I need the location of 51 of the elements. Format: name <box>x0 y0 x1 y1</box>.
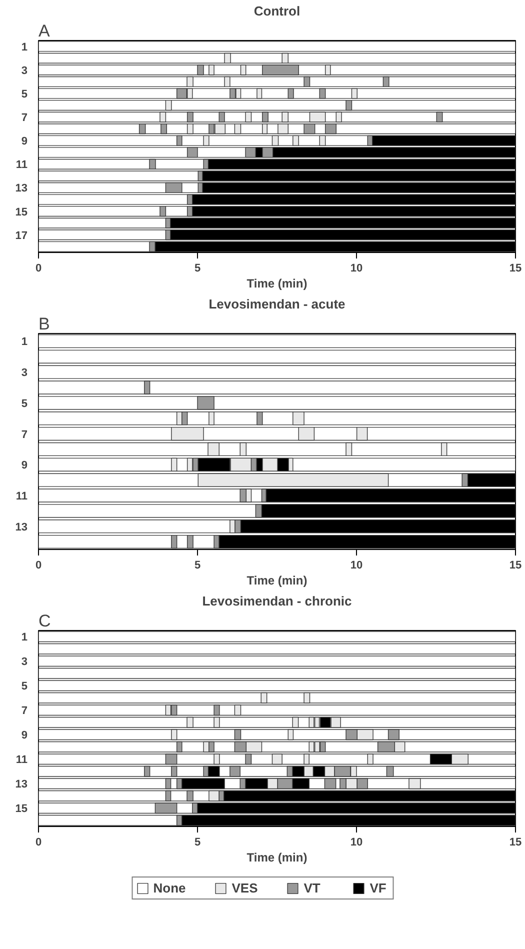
y-tick-label: 3 <box>21 367 28 380</box>
x-tick-label: 10 <box>350 836 363 848</box>
x-tick-label: 0 <box>35 836 42 848</box>
x-tick-label: 15 <box>509 560 522 572</box>
y-tick-label: 1 <box>21 632 28 644</box>
chart-title: Levosimendan - chronic <box>202 594 352 608</box>
y-tick-label: 11 <box>16 754 28 766</box>
y-tick-label: 7 <box>21 112 28 124</box>
legend-label: VT <box>304 880 322 896</box>
chart-title: Control <box>254 4 300 18</box>
legend-label: VF <box>370 880 388 896</box>
y-tick-label: 7 <box>21 705 28 718</box>
y-tick-label: 13 <box>15 182 28 195</box>
x-tick-label: 15 <box>509 262 522 274</box>
chart-title: Levosimendan - acute <box>208 296 346 312</box>
y-tick-label: 5 <box>21 680 28 693</box>
x-tick-label: 10 <box>350 262 363 274</box>
y-tick-label: 15 <box>15 803 28 816</box>
bar <box>38 334 516 348</box>
x-tick-label: 0 <box>35 560 42 572</box>
y-tick-label: 7 <box>21 428 28 441</box>
x-tick-label: 5 <box>194 560 201 572</box>
x-tick-label: 5 <box>194 262 201 274</box>
annotation: A <box>38 22 50 40</box>
legend-label: None <box>153 880 186 896</box>
y-tick-label: 13 <box>15 521 28 534</box>
y-tick-label: 9 <box>21 136 28 148</box>
bar <box>38 442 516 456</box>
x-axis-title: Time (min) <box>246 574 308 588</box>
y-tick-label: 15 <box>15 206 28 218</box>
y-tick-label: 5 <box>21 398 28 410</box>
y-tick-label: 9 <box>21 730 28 742</box>
y-tick-label: 17 <box>15 230 28 242</box>
x-tick-label: 15 <box>509 836 522 848</box>
y-tick-label: 13 <box>15 778 28 791</box>
y-tick-label: 1 <box>21 336 28 348</box>
legend-label: VES <box>232 880 258 896</box>
x-axis-title: Time (min) <box>246 850 308 864</box>
y-tick-label: 3 <box>21 656 28 668</box>
x-tick-label: 5 <box>194 836 201 848</box>
y-tick-label: 3 <box>21 64 28 77</box>
y-tick-label: 1 <box>21 41 28 54</box>
y-tick-label: 5 <box>21 88 28 100</box>
x-tick-label: 10 <box>350 560 363 572</box>
annotation: C <box>38 612 51 630</box>
x-axis-title: Time (min) <box>246 276 308 290</box>
y-tick-label: 11 <box>16 159 28 172</box>
x-tick-label: 0 <box>35 262 42 274</box>
y-tick-label: 9 <box>21 460 28 472</box>
y-tick-label: 11 <box>16 490 28 502</box>
annotation: B <box>38 314 50 334</box>
